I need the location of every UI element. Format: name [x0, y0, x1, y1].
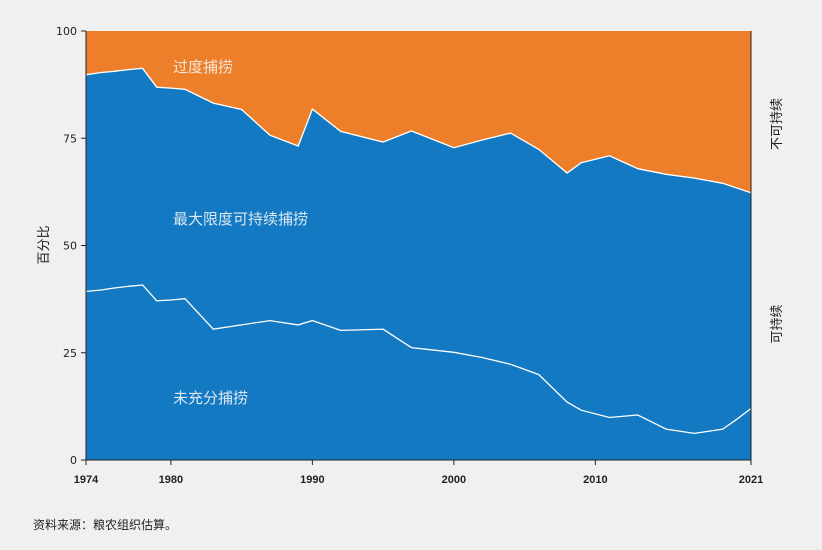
boundary-line-msy: [85, 67, 752, 194]
source-note: 资料来源：粮农组织估算。: [33, 518, 178, 532]
label-overfished: 过度捕捞: [173, 58, 233, 76]
area-overfished: [86, 31, 751, 193]
label-maximally-sustainably-fished: 最大限度可持续捕捞: [173, 210, 308, 228]
y-tick-label: 100: [56, 25, 77, 38]
axes: 0 25 50 75 100 1974 1980 1990 2000 2010 2021: [56, 25, 763, 486]
x-tick-label: 1974: [74, 474, 99, 486]
x-tick-label: 1990: [300, 474, 324, 486]
chart-areas: [85, 31, 752, 460]
right-label-sustainable: 可持续: [770, 304, 785, 343]
x-tick-label: 2010: [583, 474, 607, 486]
x-tick-label: 2000: [442, 474, 466, 486]
y-tick-label: 0: [70, 454, 77, 467]
y-axis-label: 百分比: [37, 225, 52, 264]
right-label-unsustainable: 不可持续: [770, 98, 785, 150]
x-tick-label: 1980: [159, 474, 183, 486]
boundary-line-underfished: [85, 284, 752, 435]
x-ticks: 1974 1980 1990 2000 2010 2021: [74, 460, 763, 486]
area-maximally-sustainably-fished: [86, 68, 751, 434]
area-underfished: [86, 285, 751, 460]
label-underfished: 未充分捕捞: [173, 389, 248, 407]
y-tick-label: 75: [63, 132, 77, 145]
y-tick-label: 25: [63, 347, 77, 360]
y-tick-label: 50: [63, 240, 77, 253]
x-tick-label: 2021: [739, 474, 763, 486]
y-ticks: 0 25 50 75 100: [56, 25, 86, 467]
